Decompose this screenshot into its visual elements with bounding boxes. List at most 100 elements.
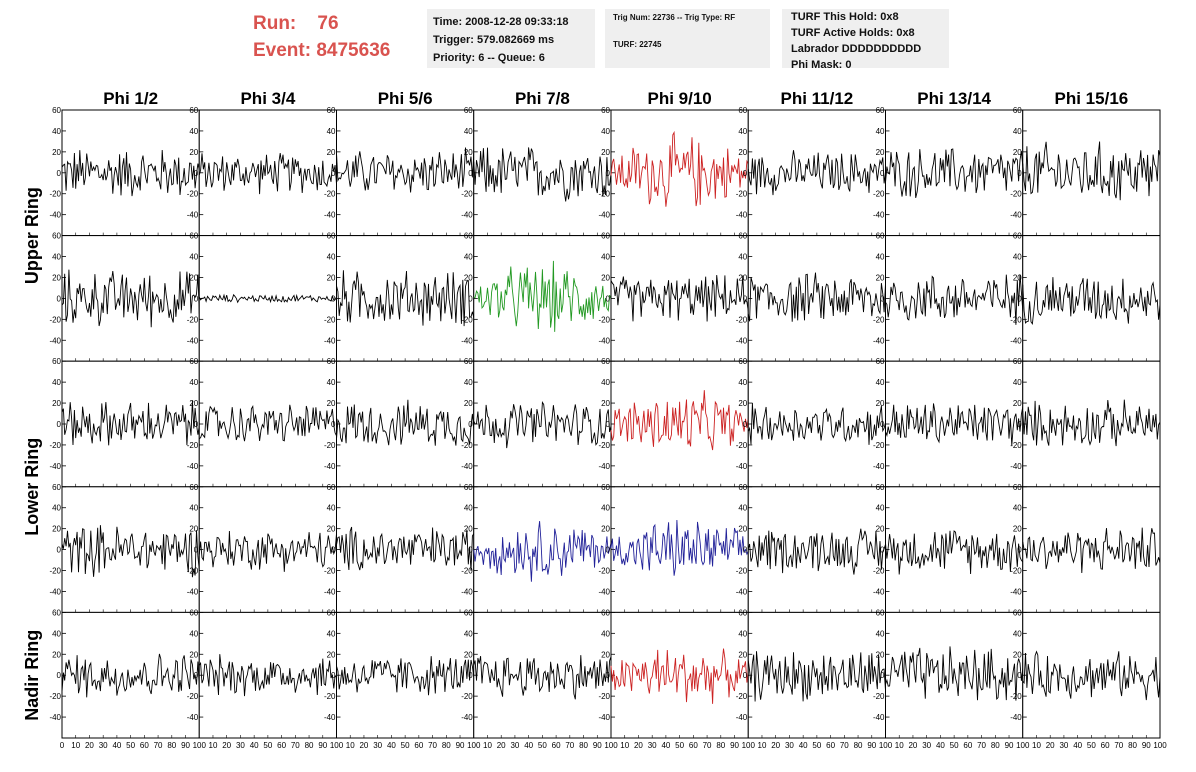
x-tick-label: 60 — [140, 741, 149, 750]
y-tick-label: 60 — [464, 106, 473, 115]
y-tick-label: 40 — [189, 253, 198, 262]
y-tick-label: 0 — [194, 546, 199, 555]
x-tick-label: 10 — [209, 741, 218, 750]
waveform-trace — [61, 525, 200, 578]
waveform-panel — [747, 486, 886, 613]
x-tick-label: 90 — [1142, 741, 1151, 750]
x-tick-label: 30 — [510, 741, 519, 750]
y-tick-label: -40 — [187, 336, 199, 345]
waveform-trace — [747, 528, 886, 575]
y-tick-label: 0 — [57, 546, 62, 555]
waveform-panel — [1022, 611, 1161, 739]
y-tick-label: 60 — [189, 232, 198, 241]
y-tick-label: 0 — [194, 169, 199, 178]
y-tick-label: -40 — [324, 462, 336, 471]
y-tick-label: 20 — [1013, 525, 1022, 534]
y-tick-label: -20 — [324, 567, 336, 576]
waveform-trace — [198, 153, 337, 195]
x-tick-label: 40 — [1073, 741, 1082, 750]
turf-info-box: TURF This Hold: 0x8 TURF Active Holds: 0… — [782, 9, 949, 71]
waveform-trace — [473, 147, 612, 202]
x-tick-label: 30 — [236, 741, 245, 750]
y-tick-label: 0 — [880, 294, 885, 303]
y-tick-label: 20 — [327, 650, 336, 659]
y-tick-label: 40 — [738, 253, 747, 262]
y-tick-label: 20 — [327, 525, 336, 534]
y-tick-label: 40 — [464, 629, 473, 638]
waveform-panel — [473, 235, 612, 362]
x-tick-label: 100 — [604, 741, 618, 750]
x-tick-label: 10 — [1032, 741, 1041, 750]
y-tick-label: -40 — [324, 713, 336, 722]
y-tick-label: 0 — [880, 169, 885, 178]
y-tick-label: 20 — [189, 525, 198, 534]
x-tick-label: 90 — [318, 741, 327, 750]
y-tick-label: 0 — [880, 420, 885, 429]
waveform-panel — [885, 486, 1024, 613]
y-tick-label: 40 — [1013, 629, 1022, 638]
waveform-panel — [336, 611, 475, 739]
x-tick-label: 20 — [1046, 741, 1055, 750]
trigger-text: Trigger: 579.082669 ms — [433, 34, 555, 46]
x-tick-label: 70 — [428, 741, 437, 750]
y-tick-label: 20 — [738, 650, 747, 659]
y-tick-label: 0 — [606, 169, 611, 178]
waveform-trace — [610, 130, 749, 207]
y-tick-label: -40 — [1010, 713, 1022, 722]
y-tick-label: 40 — [876, 127, 885, 136]
x-tick-label: 20 — [497, 741, 506, 750]
y-tick-label: 20 — [601, 650, 610, 659]
y-tick-label: -40 — [736, 713, 748, 722]
x-tick-label: 10 — [483, 741, 492, 750]
waveform-trace — [885, 530, 1024, 575]
waveform-panel — [1022, 109, 1161, 237]
x-tick-label: 10 — [895, 741, 904, 750]
y-tick-label: 0 — [468, 546, 473, 555]
waveform-trace — [473, 401, 612, 449]
y-tick-label: -20 — [49, 567, 61, 576]
y-tick-label: 0 — [606, 671, 611, 680]
x-tick-label: 90 — [730, 741, 739, 750]
y-tick-label: 40 — [738, 504, 747, 513]
y-tick-label: 20 — [876, 650, 885, 659]
y-tick-label: 0 — [743, 294, 748, 303]
x-tick-label: 90 — [867, 741, 876, 750]
y-tick-label: 20 — [876, 148, 885, 157]
waveform-trace — [199, 404, 337, 442]
x-tick-label: 50 — [126, 741, 135, 750]
x-tick-label: 100 — [879, 741, 893, 750]
y-tick-label: -20 — [49, 315, 61, 324]
x-tick-label: 80 — [579, 741, 588, 750]
turf-hold-text: TURF This Hold: 0x8 — [791, 11, 899, 23]
y-tick-label: 60 — [464, 357, 473, 366]
y-tick-label: -20 — [49, 190, 61, 199]
column-header: Phi 3/4 — [240, 89, 295, 108]
x-tick-label: 90 — [593, 741, 602, 750]
y-tick-label: -40 — [736, 587, 748, 596]
y-tick-label: 20 — [1013, 650, 1022, 659]
y-tick-label: 40 — [738, 127, 747, 136]
y-tick-label: 0 — [468, 294, 473, 303]
y-tick-label: 40 — [1013, 504, 1022, 513]
x-tick-label: 100 — [330, 741, 344, 750]
y-tick-label: -20 — [736, 567, 748, 576]
y-tick-label: -20 — [49, 692, 61, 701]
ring-label: Lower Ring — [22, 438, 42, 536]
y-tick-label: 20 — [189, 399, 198, 408]
y-tick-label: 60 — [52, 106, 61, 115]
x-tick-label: 40 — [387, 741, 396, 750]
y-tick-label: -20 — [736, 190, 748, 199]
x-tick-label: 30 — [99, 741, 108, 750]
y-tick-label: 20 — [52, 650, 61, 659]
x-tick-label: 50 — [263, 741, 272, 750]
y-tick-label: 20 — [738, 273, 747, 282]
waveform-panel — [61, 486, 200, 613]
y-tick-label: -40 — [598, 587, 610, 596]
x-tick-label: 40 — [112, 741, 121, 750]
y-tick-label: 20 — [464, 273, 473, 282]
waveform-trace — [610, 648, 749, 704]
x-tick-label: 20 — [634, 741, 643, 750]
y-tick-label: 0 — [606, 420, 611, 429]
y-tick-label: 20 — [52, 273, 61, 282]
turf-active-text: TURF Active Holds: 0x8 — [791, 27, 915, 39]
